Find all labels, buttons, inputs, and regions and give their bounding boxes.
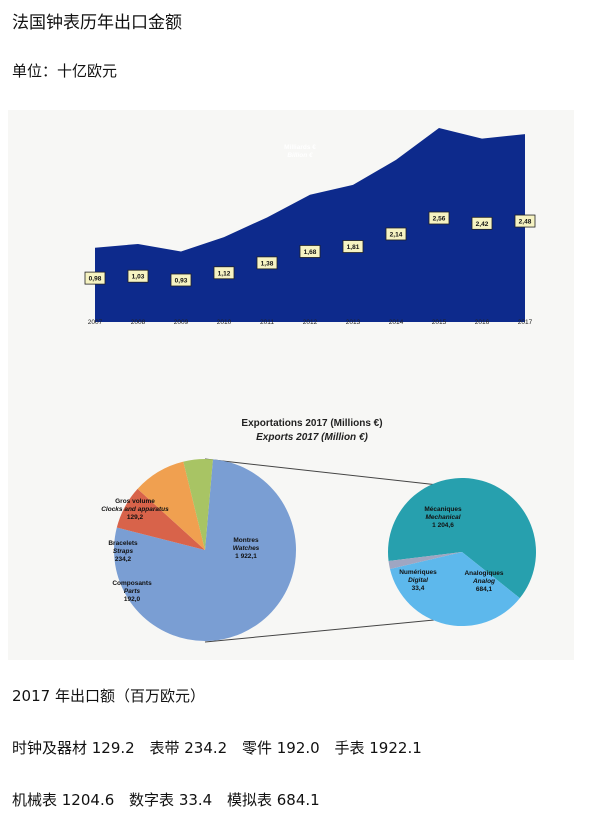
pie-slice (183, 459, 213, 550)
data-label-box (385, 227, 407, 241)
pie-slice-label: 33,4 (412, 585, 425, 592)
pie-slice-label: 234,2 (115, 556, 132, 563)
data-label: 2,42 (471, 216, 493, 230)
connector-top (204, 458, 466, 489)
unit-label: 单位：十亿欧元 (12, 62, 118, 80)
pie-slice (114, 459, 297, 641)
data-label: 1,38 (256, 256, 278, 270)
data-label: 0,93 (170, 273, 192, 287)
pie-slice (389, 552, 520, 626)
x-tick-label: 2012 (303, 319, 318, 326)
pie-slice-label: Numériques (399, 569, 437, 576)
pie-slice (388, 552, 462, 569)
area-chart: 0,98 1,03 0,93 1,12 1,38 1,68 1,81 2,14 2,56 2,42… (84, 128, 536, 326)
data-label: 1,68 (299, 245, 321, 258)
x-tick-label: 2008 (131, 319, 146, 326)
data-label-box (213, 266, 235, 280)
data-label-text: 1,12 (218, 270, 231, 277)
data-label: 1,81 (342, 240, 364, 253)
pie-slice-label: 1 922,1 (235, 553, 257, 560)
pie-slice-label: Bracelets (108, 540, 138, 547)
note-digital: 数字表 33.4 (129, 791, 213, 809)
data-label: 2,48 (514, 214, 536, 228)
pie-slice-label: Parts (124, 588, 141, 595)
page-title: 法国钟表历年出口金额 (12, 13, 182, 33)
pie-slice-label: Composants (112, 580, 152, 587)
pie-title: Exportations 2017 (Millions €) (241, 418, 382, 429)
notes-heading: 2017 年出口额（百万欧元） (12, 687, 205, 705)
x-tick-label: 2016 (475, 319, 490, 326)
pie-slice-label: 129,2 (127, 514, 144, 521)
data-label-box (84, 271, 106, 285)
pie-slice-label: Analogiques (464, 570, 503, 577)
x-tick-label: 2009 (174, 319, 189, 326)
data-label-text: 2,48 (519, 219, 532, 226)
data-label-box (342, 240, 364, 253)
pie-slice (116, 488, 205, 550)
data-label-box (170, 273, 192, 287)
x-tick-label: 2013 (346, 319, 361, 326)
note-clocks: 时钟及器材 129.2 (12, 739, 135, 757)
data-label-box (127, 269, 149, 283)
pie-slice-label: Mechanical (425, 514, 460, 521)
note-straps: 表带 234.2 (149, 739, 228, 757)
x-tick-label: 2014 (389, 319, 404, 326)
data-label: 2,14 (385, 227, 407, 241)
data-label-text: 1,03 (132, 274, 145, 281)
note-parts: 零件 192.0 (242, 739, 320, 757)
note-analog: 模拟表 684.1 (227, 791, 320, 809)
data-label-text: 2,42 (476, 221, 489, 228)
data-label-text: 0,98 (89, 276, 102, 283)
connector-bottom (204, 616, 466, 643)
pie-slice-label: Straps (113, 548, 134, 555)
data-label: 1,12 (213, 266, 235, 280)
data-label-text: 0,93 (175, 278, 188, 285)
pie-slice-label: Mécaniques (424, 506, 462, 513)
data-label-box (428, 211, 450, 225)
note-mechanical: 机械表 1204.6 (12, 791, 115, 809)
pie-subtitle: Exports 2017 (Million €) (256, 432, 368, 443)
data-label: 2,56 (428, 211, 450, 225)
data-label-box (514, 214, 536, 228)
x-tick-label: 2015 (432, 319, 447, 326)
data-label: 1,03 (127, 269, 149, 283)
notes-line-1: 时钟及器材 129.2 表带 234.2 零件 192.0 手表 1922.1 (12, 737, 432, 758)
data-label-text: 2,56 (433, 216, 446, 223)
x-tick-label: 2007 (88, 319, 103, 326)
notes-line-2: 机械表 1204.6 数字表 33.4 模拟表 684.1 (12, 789, 330, 810)
pie-slice-label: Watches (233, 545, 260, 552)
pie-slice-label: Montres (233, 537, 259, 544)
x-tick-label: 2010 (217, 319, 232, 326)
pie-slice-label: Gros volume (115, 498, 155, 505)
pie-slice-label: Clocks and apparatus (101, 506, 169, 513)
x-tick-label: 2017 (518, 319, 533, 326)
legend-en: Billion € (287, 152, 313, 159)
legend-fr: Milliards € (284, 144, 316, 151)
pie-charts: Exportations 2017 (Millions €) Exports 2… (101, 418, 536, 643)
data-label-box (471, 216, 493, 230)
pie-slice (137, 461, 205, 550)
pie-slice-label: Digital (408, 577, 428, 584)
data-label-text: 1,68 (304, 249, 317, 256)
data-label-text: 2,14 (390, 231, 403, 238)
data-label-text: 1,38 (261, 260, 274, 267)
pie-slice (388, 478, 536, 599)
pie-slice-label: Analog (472, 578, 495, 585)
data-label-box (299, 245, 321, 258)
pie-slice-label: 192,0 (124, 596, 141, 603)
pie-slice-label: 684,1 (476, 586, 493, 593)
data-label-text: 1,81 (347, 244, 360, 251)
data-label-box (256, 256, 278, 270)
pie-slice-label: 1 204,6 (432, 522, 454, 529)
data-label: 0,98 (84, 271, 106, 285)
note-watches: 手表 1922.1 (334, 739, 422, 757)
area-series (95, 128, 525, 322)
x-tick-label: 2011 (260, 319, 274, 326)
